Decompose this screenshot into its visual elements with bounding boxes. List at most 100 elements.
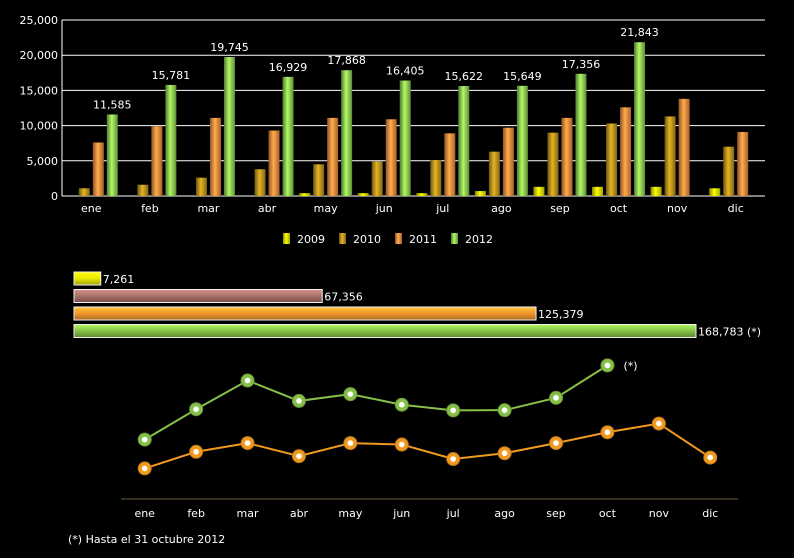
bar-2009-may — [299, 193, 311, 196]
legend-label-2011: 2011 — [409, 233, 437, 246]
x-tick-label: oct — [610, 202, 628, 215]
total-bar-2009 — [73, 271, 102, 286]
point-center-2011 — [296, 453, 302, 459]
bar-2011-oct — [620, 107, 632, 196]
x-tick-label: dic — [728, 202, 744, 215]
point-center-2012 — [296, 398, 302, 404]
legend-label-2012: 2012 — [465, 233, 493, 246]
bar-2011-feb — [151, 126, 163, 196]
x-tick-label: ene — [134, 507, 155, 520]
point-center-2012 — [450, 407, 457, 414]
x-tick-label: feb — [187, 507, 205, 520]
bar-2010-abr — [254, 169, 266, 196]
x-tick-label: oct — [599, 507, 617, 520]
annotation: (*) — [623, 359, 637, 372]
bar-2011-jun — [385, 119, 397, 196]
point-center-2012 — [553, 395, 559, 401]
point-center-2012 — [244, 377, 251, 384]
bar-2009-dic — [709, 188, 721, 196]
data-label: 11,585 — [93, 98, 132, 111]
line-2012 — [144, 364, 608, 441]
bar-2010-dic — [723, 146, 735, 196]
y-tick-label: 10,000 — [20, 120, 59, 133]
bar-2009-sep — [533, 186, 545, 196]
legend-label-2009: 2009 — [297, 233, 325, 246]
data-label: 21,843 — [620, 26, 659, 39]
y-tick-label: 15,000 — [20, 84, 59, 97]
total-label-2011: 125,379 — [538, 308, 584, 321]
legend-swatch-2010 — [339, 233, 346, 244]
point-center-2012 — [141, 436, 148, 443]
point-center-2012 — [501, 407, 508, 413]
x-tick-label: ago — [491, 202, 512, 215]
monthly-bar-chart: 0 5,000 10,000 15,000 20,000 25,000 ene feb mar a… — [20, 14, 765, 246]
total-label-2009: 7,261 — [103, 273, 134, 286]
point-center-2011 — [347, 440, 354, 446]
point-center-2011 — [656, 420, 662, 427]
bar-2011-abr — [268, 130, 280, 196]
x-tick-label: jul — [446, 507, 460, 520]
total-bar-2010 — [73, 289, 323, 303]
x-tick-label: abr — [258, 202, 277, 215]
point-center-2012 — [604, 362, 611, 369]
data-label: 17,356 — [562, 58, 601, 71]
x-tick-label: mar — [197, 202, 219, 215]
bar-2012-mar — [223, 56, 235, 196]
x-tick-label: sep — [546, 507, 565, 520]
bar-2010-mar — [195, 177, 207, 196]
y-gridlines: 0 5,000 10,000 15,000 20,000 25,000 — [20, 14, 765, 203]
bar-2011-jul — [444, 133, 456, 196]
point-center-2011 — [553, 440, 559, 446]
data-label: 15,649 — [503, 70, 542, 83]
x-tick-label: ene — [81, 202, 102, 215]
monthly-line-chart: ene feb mar abr may jun jul ago sep oct nov dic (*) — [121, 358, 738, 520]
x-tick-label: feb — [141, 202, 159, 215]
data-label: 16,405 — [386, 65, 425, 78]
y-tick-label: 20,000 — [20, 49, 59, 62]
bar-2012-abr — [282, 76, 294, 196]
bars — [78, 42, 749, 196]
x-tick-label: may — [338, 507, 362, 520]
point-center-2011 — [707, 454, 714, 461]
bar-2009-jun — [357, 193, 369, 196]
point-center-2011 — [501, 450, 508, 457]
total-bar-2011 — [73, 306, 537, 321]
x-tick-label: may — [314, 202, 338, 215]
bar-2010-oct — [606, 123, 618, 196]
x-tick-label: ago — [494, 507, 515, 520]
point-center-2011 — [450, 456, 457, 462]
total-label-2010: 67,356 — [324, 291, 363, 304]
bar-2012-ene — [106, 114, 118, 196]
x-tick-label: abr — [290, 507, 309, 520]
bar-2010-jun — [371, 161, 383, 196]
data-label: 15,622 — [445, 70, 484, 83]
bar-2012-may — [341, 70, 353, 196]
bar-2011-ago — [502, 127, 514, 196]
bar-2011-may — [327, 117, 339, 196]
data-label: 16,929 — [269, 61, 308, 74]
point-center-2011 — [244, 440, 251, 446]
x-tick-label: jun — [392, 507, 410, 520]
x-tick-label: jul — [435, 202, 449, 215]
bar-2010-ene — [78, 188, 90, 196]
annual-totals-bar-chart: 7,261 67,356 125,379 168,783 (*) — [73, 271, 761, 339]
y-tick-label: 25,000 — [20, 14, 59, 27]
point-center-2012 — [193, 406, 199, 413]
bar-2012-feb — [165, 84, 177, 196]
total-label-2012: 168,783 (*) — [698, 326, 761, 339]
bar-2011-dic — [737, 131, 749, 196]
y-tick-label: 0 — [51, 190, 58, 203]
bar-2012-sep — [575, 73, 587, 196]
bar-2010-feb — [137, 184, 149, 196]
legend-swatch-2012 — [451, 233, 458, 244]
data-label: 15,781 — [152, 69, 191, 82]
bar-2011-sep — [561, 117, 573, 196]
footnote: (*) Hasta el 31 octubre 2012 — [68, 533, 226, 546]
bar-2010-ago — [488, 151, 500, 196]
x-tick-label: sep — [550, 202, 569, 215]
bar-2012-jul — [458, 86, 470, 196]
bar-2011-nov — [678, 98, 690, 196]
line-2011 — [144, 422, 711, 470]
bar-2009-nov — [650, 186, 662, 196]
